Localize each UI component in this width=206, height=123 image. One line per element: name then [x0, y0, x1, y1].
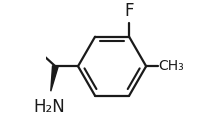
- Text: H₂N: H₂N: [34, 98, 66, 116]
- Text: F: F: [124, 2, 134, 20]
- Polygon shape: [51, 66, 58, 91]
- Text: CH₃: CH₃: [159, 59, 184, 73]
